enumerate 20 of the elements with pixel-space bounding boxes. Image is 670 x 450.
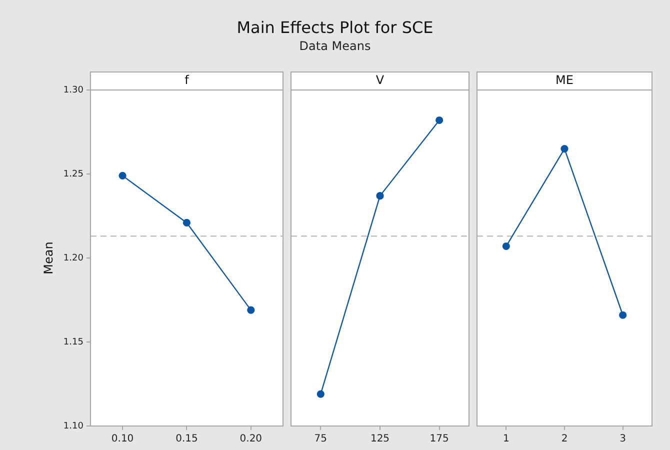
text: Main Effects Plot for SCE [236, 18, 434, 37]
chart-title: V [376, 73, 385, 88]
x-tick-label: 0.10 [111, 434, 134, 445]
x-tick-label: 2 [561, 434, 568, 445]
x-tick-label: 175 [430, 434, 449, 445]
y-axis-title: Mean [41, 242, 56, 274]
y-tick-label: 1.20 [63, 253, 84, 264]
y-tick-label: 1.15 [63, 337, 84, 348]
chart-title: f [184, 73, 190, 88]
y-tick-label: 1.25 [63, 169, 84, 180]
x-tick-label: 0.15 [176, 434, 198, 445]
x-tick-label: 75 [314, 434, 328, 445]
y-tick-label: 1.10 [63, 421, 84, 432]
x-tick-label: 0.20 [240, 434, 262, 445]
x-tick-label: 125 [370, 434, 390, 445]
x-tick-label: 1 [502, 434, 510, 445]
y-tick-label: 1.30 [63, 85, 84, 96]
text: Data Means [298, 39, 372, 53]
chart-title: ME [556, 73, 574, 88]
x-tick-label: 3 [620, 434, 626, 445]
